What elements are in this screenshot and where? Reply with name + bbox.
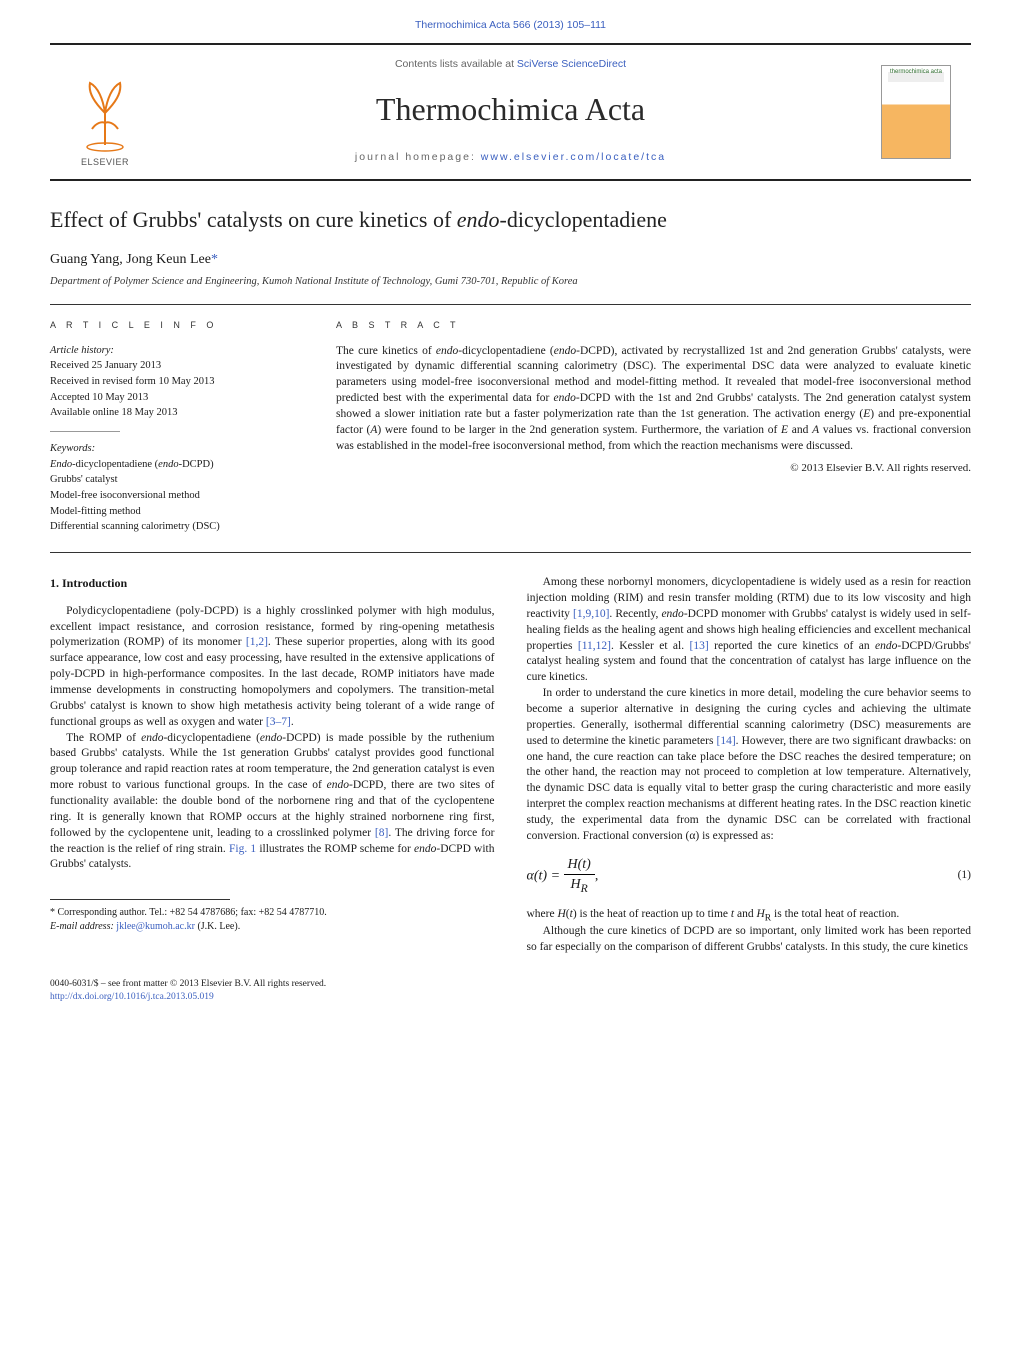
publisher-label: ELSEVIER <box>50 156 160 169</box>
history-online: Available online 18 May 2013 <box>50 406 300 421</box>
copyright-line: © 2013 Elsevier B.V. All rights reserved… <box>336 461 971 476</box>
cite-13[interactable]: [13] <box>690 640 709 652</box>
paragraph-4: In order to understand the cure kinetics… <box>527 686 972 845</box>
keyword-1: Endo-dicyclopentadiene (endo-DCPD) <box>50 458 300 473</box>
journal-homepage-link[interactable]: www.elsevier.com/locate/tca <box>481 151 666 163</box>
equation-number: (1) <box>941 868 971 884</box>
abstract-text: The cure kinetics of endo-dicyclopentadi… <box>336 344 971 455</box>
corresponding-footnote: * Corresponding author. Tel.: +82 54 478… <box>50 906 495 934</box>
keyword-4: Model-fitting method <box>50 505 300 520</box>
footnote-tail: (J.K. Lee). <box>195 921 240 932</box>
running-head-text: Thermochimica Acta 566 (2013) 105–111 <box>415 19 606 31</box>
email-link[interactable]: jklee@kumoh.ac.kr <box>116 921 195 932</box>
body-two-column: 1. Introduction Polydicyclopentadiene (p… <box>50 575 971 956</box>
paragraph-6: Although the cure kinetics of DCPD are s… <box>527 924 972 956</box>
paragraph-3: Among these norbornyl monomers, dicyclop… <box>527 575 972 686</box>
paragraph-2: The ROMP of endo-dicyclopentadiene (endo… <box>50 731 495 874</box>
cite-1-9-10[interactable]: [1,9,10] <box>573 608 609 620</box>
keyword-2: Grubbs' catalyst <box>50 473 300 488</box>
publisher-block: ELSEVIER <box>50 45 160 179</box>
article-info-label: A R T I C L E I N F O <box>50 319 300 332</box>
masthead: ELSEVIER Contents lists available at Sci… <box>50 43 971 181</box>
sciencedirect-link[interactable]: SciVerse ScienceDirect <box>517 58 626 70</box>
masthead-center: Contents lists available at SciVerse Sci… <box>160 45 861 179</box>
title-pre: Effect of Grubbs' catalysts on cure kine… <box>50 207 457 232</box>
homepage-line: journal homepage: www.elsevier.com/locat… <box>160 150 861 165</box>
author-line: Guang Yang, Jong Keun Lee* <box>50 250 971 270</box>
contents-line: Contents lists available at SciVerse Sci… <box>160 57 861 72</box>
thin-divider <box>50 431 120 432</box>
equation-1: α(t) = H(t)HR, (1) <box>527 855 972 897</box>
section-heading-intro: 1. Introduction <box>50 575 495 592</box>
title-italic: endo <box>457 207 500 232</box>
cite-11-12[interactable]: [11,12] <box>578 640 611 652</box>
running-head: Thermochimica Acta 566 (2013) 105–111 <box>0 0 1021 39</box>
history-accepted: Accepted 10 May 2013 <box>50 391 300 406</box>
journal-title: Thermochimica Acta <box>160 87 861 132</box>
history-head: Article history: <box>50 344 300 359</box>
front-matter-footer: 0040-6031/$ – see front matter © 2013 El… <box>50 978 971 1005</box>
article-info-box: A R T I C L E I N F O Article history: R… <box>50 304 300 536</box>
cover-thumb-label: thermochimica acta <box>882 68 950 76</box>
abstract-label: A B S T R A C T <box>336 319 971 332</box>
affiliation: Department of Polymer Science and Engine… <box>50 275 971 290</box>
contents-prefix: Contents lists available at <box>395 58 517 70</box>
history-revised: Received in revised form 10 May 2013 <box>50 375 300 390</box>
author-2: Jong Keun Lee <box>126 252 211 267</box>
paragraph-1: Polydicyclopentadiene (poly-DCPD) is a h… <box>50 604 495 731</box>
doi-link[interactable]: http://dx.doi.org/10.1016/j.tca.2013.05.… <box>50 992 214 1002</box>
footnote-text: Corresponding author. Tel.: +82 54 47876… <box>55 907 327 918</box>
cite-1-2[interactable]: [1,2] <box>246 636 268 648</box>
homepage-prefix: journal homepage: <box>355 151 481 163</box>
keywords-head: Keywords: <box>50 442 300 457</box>
full-divider <box>50 552 971 553</box>
title-post: -dicyclopentadiene <box>500 207 667 232</box>
author-1: Guang Yang <box>50 252 119 267</box>
cite-14[interactable]: [14] <box>716 735 735 747</box>
email-label: E-mail address: <box>50 921 116 932</box>
keyword-5: Differential scanning calorimetry (DSC) <box>50 520 300 535</box>
corresponding-mark: * <box>211 252 218 267</box>
cover-block: thermochimica acta <box>861 45 971 179</box>
abstract-box: A B S T R A C T The cure kinetics of end… <box>336 304 971 536</box>
issn-line: 0040-6031/$ – see front matter © 2013 El… <box>50 978 971 991</box>
fig-1-ref[interactable]: Fig. 1 <box>229 843 256 855</box>
journal-cover-icon: thermochimica acta <box>881 65 951 159</box>
keyword-3: Model-free isoconversional method <box>50 489 300 504</box>
article-title: Effect of Grubbs' catalysts on cure kine… <box>50 205 971 236</box>
elsevier-logo-icon <box>70 73 140 153</box>
cite-3-7[interactable]: [3–7] <box>266 716 291 728</box>
equation-body: α(t) = H(t)HR, <box>527 855 599 897</box>
info-abstract-row: A R T I C L E I N F O Article history: R… <box>50 304 971 536</box>
history-received: Received 25 January 2013 <box>50 359 300 374</box>
paragraph-5: where H(t) is the heat of reaction up to… <box>527 907 972 925</box>
footnote-rule <box>50 899 230 900</box>
page-content: Effect of Grubbs' catalysts on cure kine… <box>0 205 1021 1045</box>
cite-8[interactable]: [8] <box>375 827 388 839</box>
